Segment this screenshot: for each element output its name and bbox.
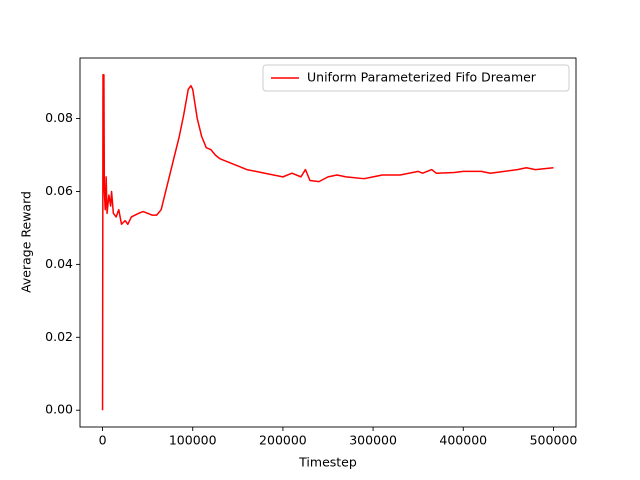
x-tick-label: 100000 — [169, 433, 217, 448]
y-tick-label: 0.06 — [45, 183, 73, 198]
y-tick-label: 0.02 — [45, 329, 73, 344]
axes-frame — [79, 57, 577, 428]
y-tick-label: 0.04 — [45, 256, 73, 271]
x-tick-label: 200000 — [259, 433, 307, 448]
y-tick-label: 0.00 — [45, 402, 73, 417]
legend-label: Uniform Parameterized Fifo Dreamer — [307, 70, 537, 85]
x-tick-label: 0 — [99, 433, 107, 448]
legend-box — [262, 64, 570, 92]
x-tick-label: 300000 — [349, 433, 397, 448]
y-tick-label: 0.08 — [45, 110, 73, 125]
y-axis-label: Average Reward — [19, 191, 34, 293]
x-tick-label: 400000 — [439, 433, 487, 448]
line-series — [101, 74, 554, 411]
x-tick-label: 500000 — [530, 433, 578, 448]
x-axis-label: Timestep — [298, 455, 357, 470]
